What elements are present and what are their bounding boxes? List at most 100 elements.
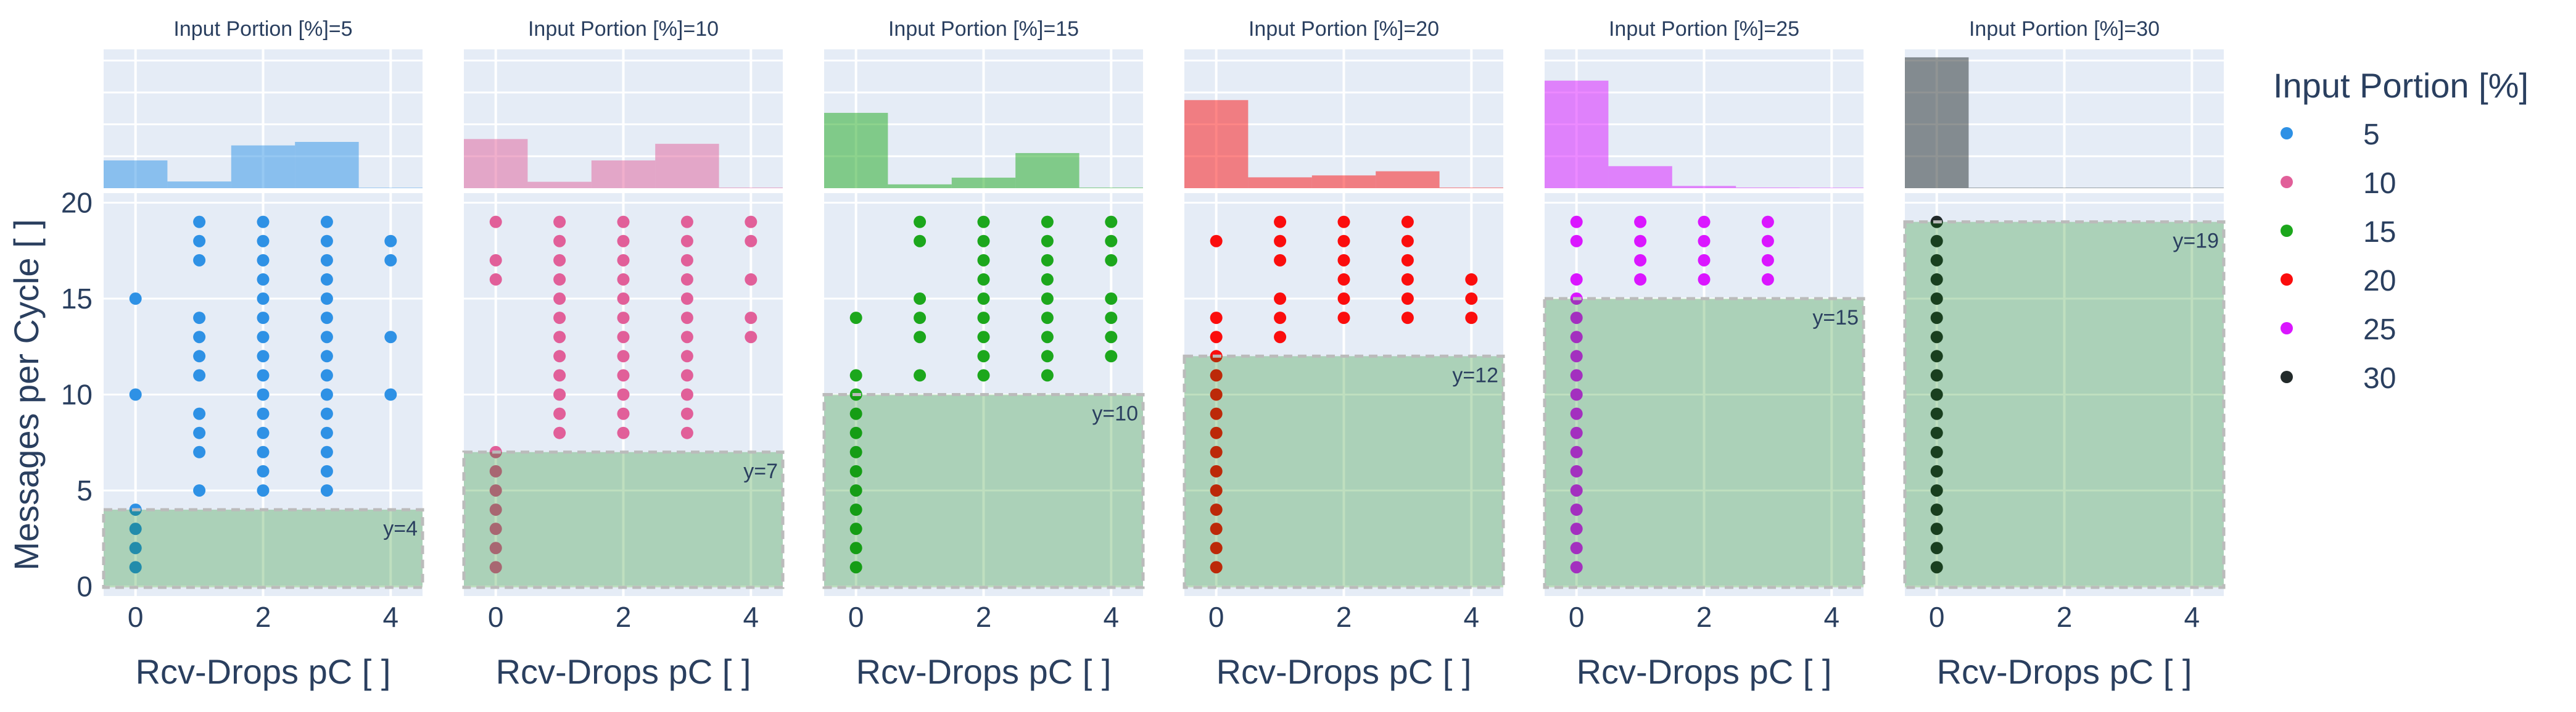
data-point	[1570, 561, 1583, 574]
data-point	[489, 523, 502, 536]
data-point	[617, 292, 630, 305]
legend-item-30[interactable]: 30	[2281, 362, 2396, 395]
threshold-label: y=15	[1812, 306, 1859, 329]
data-point	[1041, 273, 1054, 286]
data-point	[849, 523, 862, 536]
data-point	[1105, 254, 1118, 267]
x-tick-label: 2	[616, 601, 632, 633]
threshold-label: y=4	[383, 517, 418, 540]
data-point	[257, 465, 270, 478]
x-tick-label: 0	[128, 601, 144, 633]
x-axis-title: Rcv-Drops pC [ ]	[1577, 652, 1832, 691]
legend: Input Portion [%] 5 10 15 20 25 30	[2273, 66, 2529, 395]
facet-25: Input Portion [%]=25 y=15 0 2 4 Rcv-Drops pC …	[1543, 17, 1865, 691]
data-point	[1465, 312, 1478, 325]
data-point	[553, 388, 566, 401]
legend-marker-icon	[2281, 127, 2293, 139]
data-point	[257, 388, 270, 401]
data-point	[1105, 331, 1118, 344]
data-point	[680, 350, 693, 363]
data-point	[1930, 407, 1943, 420]
legend-marker-icon	[2281, 225, 2293, 237]
data-point	[129, 523, 142, 536]
histogram-bar	[1015, 153, 1080, 188]
data-point	[1570, 542, 1583, 555]
threshold-region	[102, 508, 424, 589]
data-point	[1570, 273, 1583, 286]
data-point	[680, 407, 693, 420]
data-point	[553, 215, 566, 228]
legend-item-15[interactable]: 15	[2281, 216, 2396, 249]
data-point	[1570, 465, 1583, 478]
data-point	[1105, 234, 1118, 247]
data-point	[320, 350, 333, 363]
data-point	[1570, 407, 1583, 420]
data-point	[914, 312, 927, 325]
data-point	[1210, 542, 1223, 555]
data-point	[977, 331, 990, 344]
data-point	[257, 407, 270, 420]
data-point	[680, 426, 693, 439]
data-point	[1761, 273, 1774, 286]
data-point	[1274, 292, 1287, 305]
data-point	[1337, 273, 1350, 286]
data-point	[977, 350, 990, 363]
data-point	[1210, 445, 1223, 458]
data-point	[489, 542, 502, 555]
threshold-label: y=12	[1452, 363, 1498, 387]
data-point	[193, 350, 206, 363]
histogram-bar	[824, 112, 888, 188]
data-point	[914, 369, 927, 382]
data-point	[1210, 331, 1223, 344]
data-point	[1570, 215, 1583, 228]
x-tick-label: 4	[743, 601, 759, 633]
data-point	[1570, 503, 1583, 516]
histogram-bar	[1311, 175, 1376, 188]
y-tick-label: 10	[61, 379, 93, 411]
data-point	[553, 312, 566, 325]
data-point	[1570, 234, 1583, 247]
data-point	[320, 292, 333, 305]
data-point	[1401, 254, 1414, 267]
histogram-bar	[231, 145, 295, 188]
legend-item-10[interactable]: 10	[2281, 167, 2396, 200]
facet-title: Input Portion [%]=30	[1969, 17, 2160, 41]
data-point	[1041, 331, 1054, 344]
data-point	[849, 484, 862, 497]
data-point	[193, 215, 206, 228]
x-tick-label: 0	[1208, 601, 1224, 633]
data-point	[320, 388, 333, 401]
data-point	[977, 369, 990, 382]
data-point	[977, 215, 990, 228]
data-point	[384, 388, 397, 401]
y-tick-label: 5	[76, 474, 93, 507]
data-point	[1041, 369, 1054, 382]
data-point	[1930, 234, 1943, 247]
data-point	[1401, 215, 1414, 228]
data-point	[977, 312, 990, 325]
data-point	[745, 312, 758, 325]
data-point	[617, 312, 630, 325]
data-point	[849, 465, 862, 478]
data-point	[384, 234, 397, 247]
data-point	[384, 331, 397, 344]
data-point	[1930, 312, 1943, 325]
data-point	[257, 350, 270, 363]
data-point	[1210, 407, 1223, 420]
legend-item-20[interactable]: 20	[2281, 265, 2396, 297]
data-point	[1570, 369, 1583, 382]
data-point	[977, 254, 990, 267]
data-point	[257, 312, 270, 325]
data-point	[553, 350, 566, 363]
legend-item-5[interactable]: 5	[2281, 118, 2380, 151]
data-point	[1337, 292, 1350, 305]
x-tick-label: 2	[1696, 601, 1712, 633]
data-point	[849, 407, 862, 420]
data-point	[1210, 388, 1223, 401]
legend-item-25[interactable]: 25	[2281, 313, 2396, 346]
histogram-bar	[464, 139, 528, 188]
data-point	[1634, 215, 1647, 228]
facet-15: Input Portion [%]=15 y=10 0 2 4 Rcv-Drops pC …	[822, 17, 1145, 691]
data-point	[193, 254, 206, 267]
